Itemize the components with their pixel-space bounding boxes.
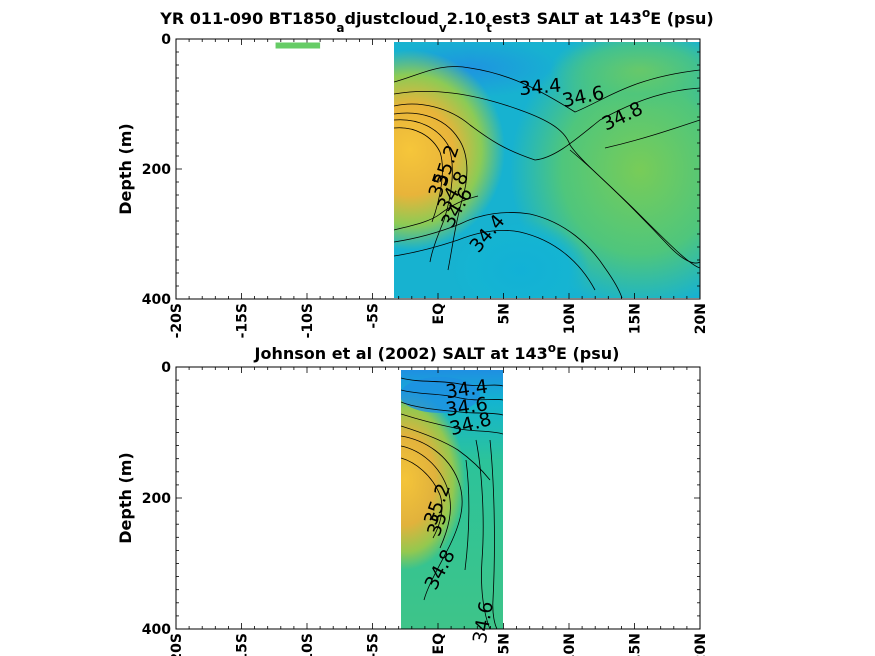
x-tick-label: -15S bbox=[235, 303, 251, 338]
y-tick-label: 0 bbox=[161, 360, 171, 376]
x-tick-label: -5S bbox=[366, 633, 382, 656]
panel-top-green-marker bbox=[275, 42, 321, 49]
panel-bottom: Johnson et al (2002) SALT at 143oE (psu)… bbox=[116, 341, 709, 656]
y-tick-label: 200 bbox=[142, 162, 171, 178]
x-tick-label: 15N bbox=[628, 633, 644, 656]
panel-top-salinity-field bbox=[394, 42, 700, 298]
x-tick-label: 10N bbox=[562, 303, 578, 334]
panel-bottom-title: Johnson et al (2002) SALT at 143oE (psu) bbox=[254, 341, 620, 363]
x-tick-label: -20S bbox=[169, 303, 185, 338]
panel-top-contours bbox=[394, 66, 700, 298]
x-tick-label: EQ bbox=[431, 303, 447, 325]
y-tick-label: 0 bbox=[161, 32, 171, 48]
x-tick-label: -10S bbox=[300, 303, 316, 338]
y-tick-label: 400 bbox=[142, 292, 171, 308]
x-tick-label: -20S bbox=[169, 633, 185, 656]
x-tick-label: -10S bbox=[300, 633, 316, 656]
x-tick-label: -15S bbox=[235, 633, 251, 656]
contour-label: 34.4 bbox=[518, 74, 562, 100]
panel-top-axes: -20S -15S -10S -5S EQ 5N 10N 15N 20N 0 200 400 bbox=[142, 32, 709, 338]
panel-top-ylabel: Depth (m) bbox=[116, 123, 135, 215]
x-tick-label: 15N bbox=[628, 303, 644, 334]
x-tick-label: 5N bbox=[497, 303, 513, 324]
x-tick-label: 20N bbox=[693, 633, 709, 656]
x-tick-label: 5N bbox=[497, 633, 513, 654]
x-tick-label: 10N bbox=[562, 633, 578, 656]
panel-top-title: YR 011-090 BT1850adjustcloudv2.10test3 S… bbox=[159, 6, 713, 35]
panel-bottom-ylabel: Depth (m) bbox=[116, 452, 135, 544]
panel-top: YR 011-090 BT1850adjustcloudv2.10test3 S… bbox=[116, 6, 714, 338]
x-tick-label: 20N bbox=[693, 303, 709, 334]
x-tick-label: EQ bbox=[431, 633, 447, 655]
panel-bottom-contours bbox=[401, 377, 503, 629]
x-tick-label: -5S bbox=[366, 303, 382, 329]
y-tick-label: 400 bbox=[142, 622, 171, 638]
y-tick-label: 200 bbox=[142, 491, 171, 507]
panel-bottom-axes: -20S -15S -10S -5S EQ 5N 10N 15N 20N 0 200 400 bbox=[142, 360, 709, 656]
